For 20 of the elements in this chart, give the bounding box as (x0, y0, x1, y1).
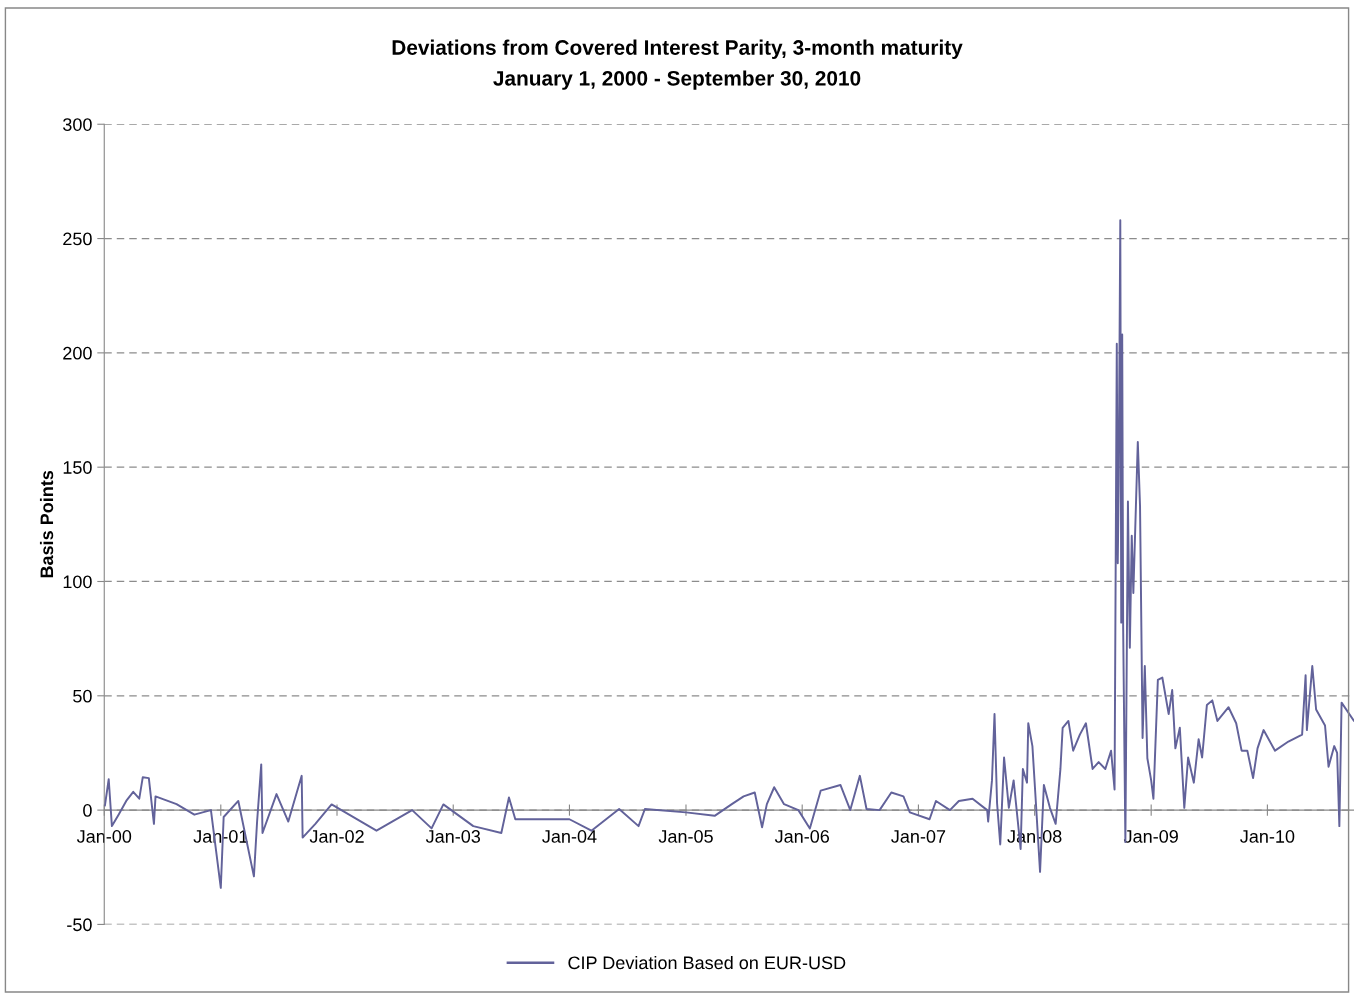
y-tick-label: 200 (63, 346, 92, 360)
x-tick-label: Jan-05 (658, 830, 713, 843)
chart-title: Deviations from Covered Interest Parity, 3-month maturity (392, 39, 963, 59)
y-tick-label: 150 (63, 461, 92, 474)
y-tick-label: 100 (63, 575, 92, 589)
y-tick-label: 250 (63, 232, 92, 246)
y-tick-label: 50 (73, 689, 92, 703)
legend-label: CIP Deviation Based on EUR-USD (568, 955, 846, 970)
x-tick-label: Jan-03 (425, 830, 481, 843)
chart-subtitle: January 1, 2000 - September 30, 2010 (493, 70, 861, 90)
y-tick-label: -50 (67, 918, 92, 932)
y-tick-label: 300 (63, 118, 92, 131)
x-tick-label: Jan-06 (774, 830, 830, 843)
x-tick-label: Jan-07 (891, 830, 946, 843)
y-tick-label: 0 (83, 804, 92, 817)
x-tick-label: Jan-00 (76, 830, 132, 843)
x-tick-label: Jan-02 (309, 830, 364, 843)
x-tick-label: Jan-10 (1240, 830, 1295, 843)
x-tick-label: Jan-04 (542, 830, 597, 843)
y-axis-title: Basis Points (39, 470, 54, 578)
